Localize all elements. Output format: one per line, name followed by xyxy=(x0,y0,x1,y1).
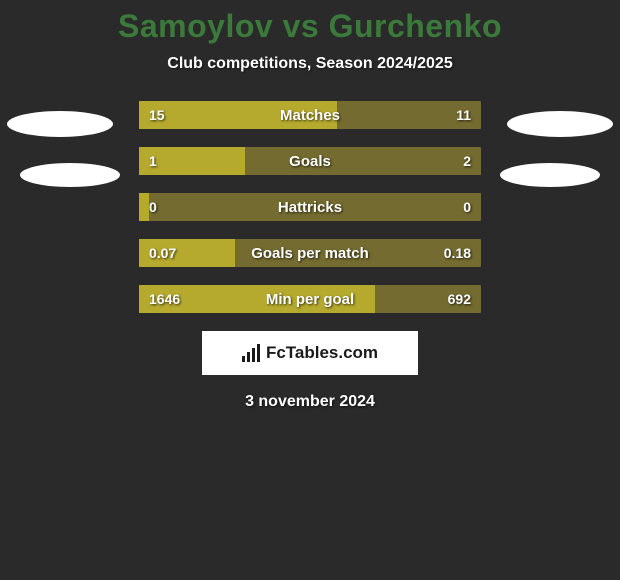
stat-row-matches: 15 Matches 11 xyxy=(139,101,481,129)
stat-fill xyxy=(139,285,375,313)
stat-right-value: 692 xyxy=(448,285,471,313)
brand-text: FcTables.com xyxy=(266,343,378,363)
player-right-avatar-2 xyxy=(500,163,600,187)
stat-left-value: 0 xyxy=(149,193,157,221)
bar-chart-icon xyxy=(242,344,260,362)
player-left-avatar-2 xyxy=(20,163,120,187)
stat-fill xyxy=(139,193,149,221)
stat-bars: 15 Matches 11 1 Goals 2 0 Hattricks 0 0.… xyxy=(139,101,481,313)
brand-badge: FcTables.com xyxy=(202,331,418,375)
stat-right-value: 0 xyxy=(463,193,471,221)
stat-fill xyxy=(139,147,245,175)
stat-right-value: 0.18 xyxy=(444,239,471,267)
stat-fill xyxy=(139,101,337,129)
stat-row-min-per-goal: 1646 Min per goal 692 xyxy=(139,285,481,313)
player-right-avatar-1 xyxy=(507,111,613,137)
stat-fill xyxy=(139,239,235,267)
stat-right-value: 2 xyxy=(463,147,471,175)
stat-right-value: 11 xyxy=(456,101,471,129)
stat-row-hattricks: 0 Hattricks 0 xyxy=(139,193,481,221)
stat-row-goals-per-match: 0.07 Goals per match 0.18 xyxy=(139,239,481,267)
comparison-area: 15 Matches 11 1 Goals 2 0 Hattricks 0 0.… xyxy=(0,101,620,313)
page-title: Samoylov vs Gurchenko xyxy=(0,0,620,45)
date-label: 3 november 2024 xyxy=(0,393,620,411)
player-left-avatar-1 xyxy=(7,111,113,137)
stat-label: Hattricks xyxy=(139,193,481,221)
page-subtitle: Club competitions, Season 2024/2025 xyxy=(0,55,620,73)
stat-row-goals: 1 Goals 2 xyxy=(139,147,481,175)
